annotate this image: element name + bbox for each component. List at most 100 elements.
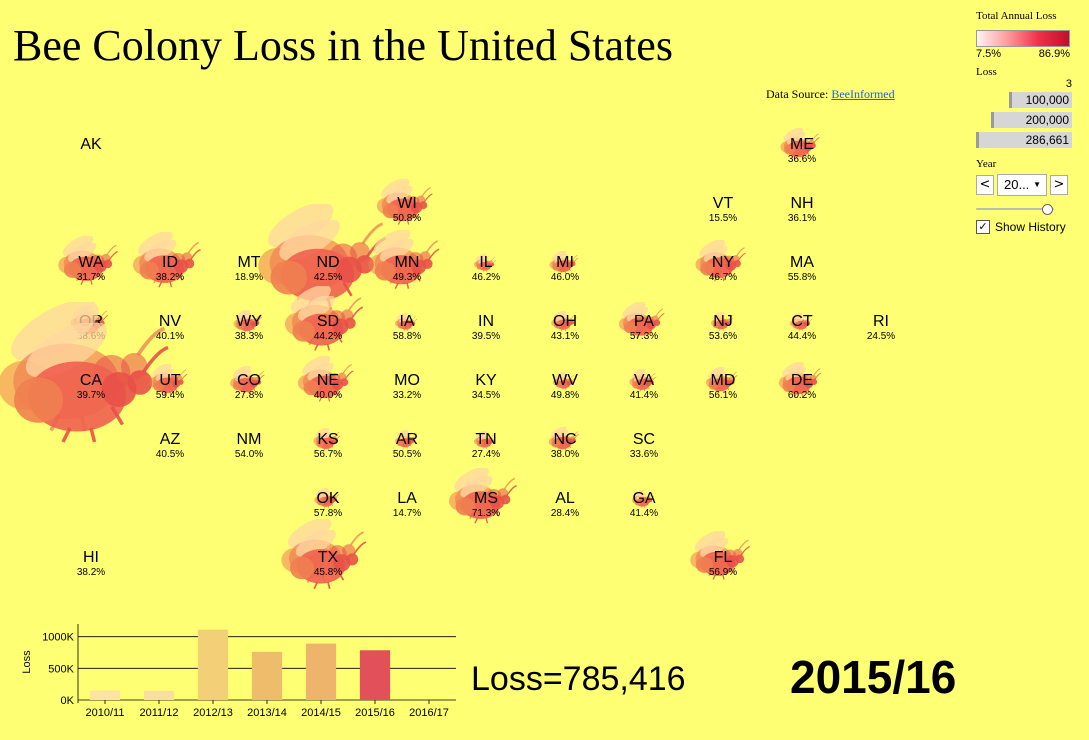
state-tile-ky[interactable]: KY 34.5% [451, 372, 521, 402]
state-abbr: NV [158, 313, 182, 330]
loss-legend-count: 3 [1065, 78, 1072, 90]
state-abbr: NE [316, 372, 340, 389]
state-tile-oh[interactable]: OH 43.1% [530, 313, 600, 343]
state-tile-ak[interactable]: AK [56, 136, 126, 154]
state-tile-hi[interactable]: HI 38.2% [56, 549, 126, 579]
chart-bar [89, 690, 121, 700]
bee-icon [292, 295, 364, 351]
state-abbr: SC [632, 431, 656, 448]
state-tile-ia[interactable]: IA 58.8% [372, 313, 442, 343]
state-tile-ok[interactable]: OK 57.8% [293, 490, 363, 520]
loss-legend-title: Loss [976, 66, 997, 78]
state-abbr: SD [316, 313, 340, 330]
bee-icon [289, 529, 367, 589]
state-tile-ks[interactable]: KS 56.7% [293, 431, 363, 461]
state-tile-il[interactable]: IL 46.2% [451, 254, 521, 284]
state-tile-ri[interactable]: RI 24.5% [846, 313, 916, 343]
state-tile-la[interactable]: LA 14.7% [372, 490, 442, 520]
bee-icon [782, 367, 822, 398]
current-year-display: 2015/16 [790, 651, 957, 703]
state-tile-mo[interactable]: MO 33.2% [372, 372, 442, 402]
state-tile-ne[interactable]: NE 40.0% [293, 372, 363, 402]
state-tile-mi[interactable]: MI 46.0% [530, 254, 600, 284]
state-tile-sc[interactable]: SC 33.6% [609, 431, 679, 461]
state-tile-ga[interactable]: GA 41.4% [609, 490, 679, 520]
loss-legend-label: 100,000 [1025, 93, 1069, 107]
state-tile-mn[interactable]: MN 49.3% [372, 254, 442, 284]
state-tile-de[interactable]: DE 60.2% [767, 372, 837, 402]
state-abbr: ID [162, 254, 178, 271]
state-tile-al[interactable]: AL 28.4% [530, 490, 600, 520]
state-tile-wv[interactable]: WV 49.8% [530, 372, 600, 402]
state-tile-nh[interactable]: NH 36.1% [767, 195, 837, 225]
show-history-toggle[interactable]: ✓ Show History [976, 220, 1082, 234]
state-tile-wa[interactable]: WA 31.7% [56, 254, 126, 284]
state-tile-wy[interactable]: WY 38.3% [214, 313, 284, 343]
bee-icon [316, 491, 340, 509]
state-loss-percent: 58.8% [392, 331, 422, 342]
year-select[interactable]: 20... ▼ [997, 174, 1047, 196]
state-abbr: IN [478, 313, 494, 330]
state-tile-az[interactable]: AZ 40.5% [135, 431, 205, 461]
state-tile-nc[interactable]: NC 38.0% [530, 431, 600, 461]
x-tick-label: 2016/17 [409, 707, 449, 719]
x-tick-label: 2012/13 [193, 707, 233, 719]
chart-bar [143, 690, 175, 700]
state-tile-id[interactable]: ID 38.2% [135, 254, 205, 284]
bee-icon [634, 492, 654, 508]
data-source-label: Data Source: [766, 87, 829, 101]
next-year-button[interactable]: > [1050, 175, 1068, 195]
state-tile-wi[interactable]: WI 50.8% [372, 195, 442, 225]
state-tile-co[interactable]: CO 27.8% [214, 372, 284, 402]
state-loss-percent: 40.1% [155, 331, 185, 342]
state-tile-va[interactable]: VA 41.4% [609, 372, 679, 402]
state-abbr: NJ [713, 313, 733, 330]
state-abbr: NH [790, 195, 814, 212]
prev-year-button[interactable]: < [976, 175, 994, 195]
bee-icon [700, 246, 746, 282]
bee-icon [712, 315, 734, 331]
state-tile-fl[interactable]: FL 56.9% [688, 549, 758, 579]
show-history-checkbox[interactable]: ✓ [976, 220, 990, 234]
page-title: Bee Colony Loss in the United States [13, 21, 673, 70]
state-tile-ct[interactable]: CT 44.4% [767, 313, 837, 343]
y-tick-label: 0K [61, 695, 75, 707]
state-abbr: NY [711, 254, 735, 271]
state-tile-ma[interactable]: MA 55.8% [767, 254, 837, 284]
state-loss-percent: 49.3% [392, 272, 422, 283]
state-loss-percent: 71.3% [471, 508, 501, 519]
bee-icon [374, 239, 440, 290]
state-loss-percent: 14.7% [392, 508, 422, 519]
year-slider-handle[interactable] [1042, 204, 1053, 215]
state-tile-nm[interactable]: NM 54.0% [214, 431, 284, 461]
state-tile-ut[interactable]: UT 59.4% [135, 372, 205, 402]
state-abbr: TN [475, 431, 497, 448]
state-tile-ar[interactable]: AR 50.5% [372, 431, 442, 461]
state-loss-percent: 33.2% [392, 390, 422, 401]
state-tile-nj[interactable]: NJ 53.6% [688, 313, 758, 343]
state-tile-tx[interactable]: TX 45.8% [293, 549, 363, 579]
chart-bar [251, 651, 283, 700]
state-tile-vt[interactable]: VT 15.5% [688, 195, 758, 225]
bee-icon [396, 433, 418, 449]
state-abbr: MS [474, 490, 498, 507]
state-tile-me[interactable]: ME 36.6% [767, 136, 837, 166]
state-tile-sd[interactable]: SD 44.2% [293, 313, 363, 343]
state-tile-md[interactable]: MD 56.1% [688, 372, 758, 402]
state-tile-tn[interactable]: TN 27.4% [451, 431, 521, 461]
loss-legend-item: 100,000 [976, 92, 1072, 108]
state-tile-mt[interactable]: MT 18.9% [214, 254, 284, 284]
state-abbr: AL [555, 490, 575, 507]
state-tile-ny[interactable]: NY 46.7% [688, 254, 758, 284]
state-tile-in[interactable]: IN 39.5% [451, 313, 521, 343]
state-tile-ms[interactable]: MS 71.3% [451, 490, 521, 520]
bee-icon [708, 370, 738, 394]
state-loss-percent: 41.4% [629, 508, 659, 519]
data-source-link[interactable]: BeeInformed [831, 87, 895, 101]
state-tile-nd[interactable]: ND 42.5% [293, 254, 363, 284]
state-tile-pa[interactable]: PA 57.3% [609, 313, 679, 343]
state-tile-nv[interactable]: NV 40.1% [135, 313, 205, 343]
state-tile-ca[interactable]: CA 39.7% [56, 372, 126, 402]
x-tick-label: 2013/14 [247, 707, 287, 719]
year-slider[interactable] [976, 204, 1054, 215]
